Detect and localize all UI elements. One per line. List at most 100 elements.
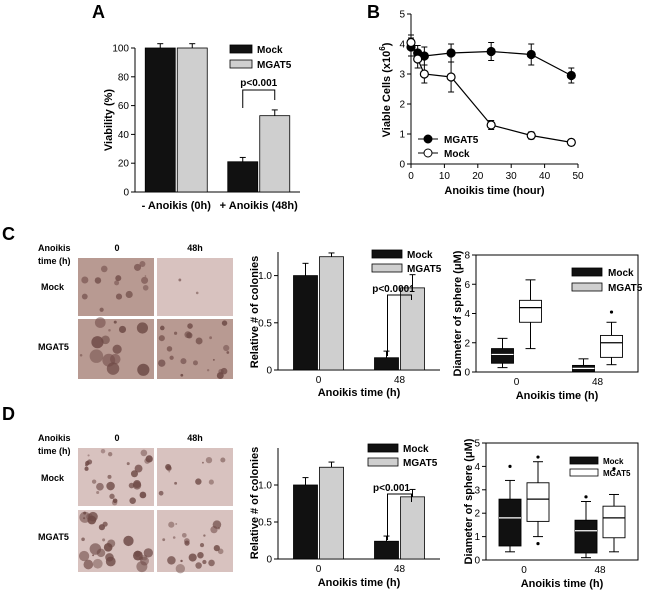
significance-bracket	[387, 294, 412, 356]
cell-colony	[85, 460, 90, 466]
x-tick-label: 48	[394, 564, 406, 575]
x-tick-label: 48	[594, 565, 606, 576]
y-tick-label: 1.0	[258, 481, 272, 492]
cell-colony	[126, 462, 130, 466]
legend-label: Mock	[257, 45, 283, 56]
y-tick-label: 0.5	[258, 518, 272, 529]
cell-colony	[96, 482, 104, 491]
x-tick-label: 30	[506, 171, 518, 182]
x-tick-label: 10	[439, 171, 451, 182]
y-tick-label: 8	[464, 251, 470, 262]
micrograph-image	[157, 448, 233, 506]
cell-colony	[158, 359, 166, 367]
cell-colony	[143, 548, 153, 558]
y-tick-label: 0	[266, 555, 272, 566]
cell-colony	[192, 360, 198, 366]
legend-label: MGAT5	[407, 264, 442, 275]
cell-colony	[94, 277, 102, 284]
legend-label: Mock	[444, 149, 470, 160]
cell-colony	[226, 351, 230, 354]
legend-label: MGAT5	[257, 60, 292, 71]
data-point	[413, 54, 423, 64]
y-tick-label: 100	[112, 44, 129, 55]
micrograph-d-row-mock: Mock	[41, 473, 65, 483]
bar	[176, 47, 208, 193]
cell-colony	[168, 521, 175, 528]
y-tick-label: 6	[464, 280, 470, 291]
cell-colony	[98, 524, 106, 531]
data-point	[486, 120, 496, 130]
micrograph-c-col-0: 0	[114, 243, 119, 253]
legend-swatch	[569, 468, 599, 477]
y-axis-label: Relative # of colonies	[249, 256, 261, 368]
cell-colony	[125, 290, 133, 299]
cell-colony	[87, 454, 90, 457]
cell-colony	[114, 280, 120, 286]
cell-colony	[175, 564, 186, 574]
bar	[319, 466, 344, 560]
micrograph-d-header-line1: Anoikis	[38, 433, 71, 443]
legend-swatch	[229, 59, 253, 69]
legend-label: MGAT5	[608, 283, 643, 294]
legend-swatch	[569, 456, 599, 465]
cell-colony	[130, 470, 138, 478]
data-point	[446, 48, 456, 58]
cell-colony	[79, 354, 83, 357]
cell-colony	[209, 336, 213, 340]
cell-colony	[202, 461, 204, 464]
outlier-point	[584, 495, 588, 499]
cell-colony	[91, 479, 97, 484]
cell-colony	[217, 527, 221, 530]
cell-colony	[203, 534, 206, 537]
cell-colony	[133, 550, 143, 561]
micrograph-c-row-mgat5: MGAT5	[38, 342, 69, 352]
cell-colony	[208, 559, 215, 567]
x-tick-label: 0	[521, 565, 527, 576]
cell-colony	[169, 355, 174, 360]
box-chart-c-box: 0 2 4 6 8 0 48 Anoikis time (h) Diameter of sphe…	[452, 250, 643, 402]
cell-colony	[202, 559, 207, 565]
cell-colony	[81, 537, 85, 542]
box	[526, 482, 550, 522]
significance-bracket	[242, 89, 276, 108]
y-tick-label: 2	[464, 338, 470, 349]
y-axis-label: Relative # of colonies	[249, 447, 261, 559]
micrograph-image	[157, 510, 233, 574]
cell-colony	[159, 325, 165, 331]
panel-label-d: D	[2, 404, 15, 424]
outlier-point	[536, 542, 540, 546]
y-tick-label: 1	[399, 130, 405, 141]
x-axis-label: Anoikis time (hour)	[444, 185, 545, 197]
cell-colony	[195, 478, 202, 485]
micrograph-c-header-line1: Anoikis	[38, 243, 71, 253]
legend-label: MGAT5	[444, 135, 479, 146]
cell-colony	[221, 320, 228, 326]
data-point	[566, 70, 576, 81]
cell-colony	[195, 337, 203, 345]
y-tick-label: 5	[399, 10, 405, 21]
legend-label: Mock	[603, 457, 624, 466]
y-tick-label: 1	[474, 532, 480, 543]
y-axis-label: Viable Cells (x106)	[378, 42, 393, 137]
cell-colony	[139, 261, 146, 268]
cell-colony	[81, 293, 88, 300]
cell-colony	[175, 522, 178, 525]
cell-colony	[208, 479, 214, 485]
cell-colony	[83, 511, 87, 515]
cell-colony	[197, 551, 204, 559]
legend-label: MGAT5	[403, 458, 438, 469]
box	[498, 498, 522, 547]
bar	[293, 484, 318, 560]
bar-chart-d-bar: 0 0.5 1.0 0 48 Relative # of colonies Anoikis …	[249, 443, 440, 589]
box	[602, 505, 626, 539]
cell-colony	[212, 358, 215, 361]
cell-colony	[173, 331, 178, 335]
cell-colony	[107, 474, 112, 479]
cell-colony	[88, 511, 98, 522]
x-tick-label: - Anoikis (0h)	[142, 200, 212, 212]
cell-colony	[128, 482, 135, 489]
micrograph-image	[78, 317, 154, 379]
cell-colony	[91, 336, 104, 349]
cell-colony	[158, 335, 165, 342]
